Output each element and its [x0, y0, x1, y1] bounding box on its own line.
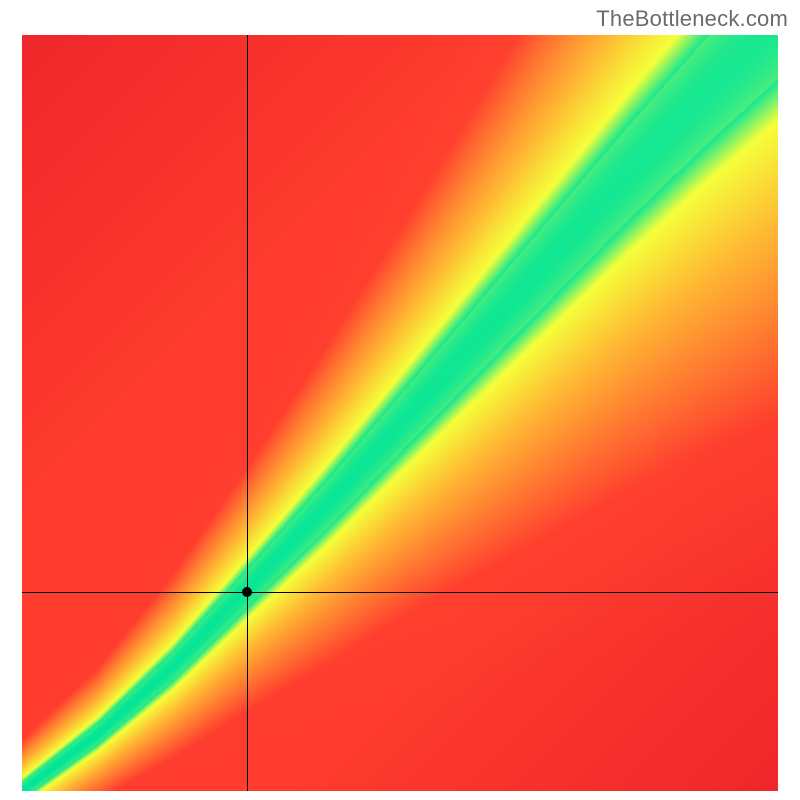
crosshair-vertical: [247, 35, 248, 791]
crosshair-horizontal: [22, 592, 778, 593]
heatmap-canvas: [22, 35, 778, 791]
heatmap-plot: [22, 35, 778, 791]
selection-marker[interactable]: [242, 587, 252, 597]
watermark: TheBottleneck.com: [596, 6, 788, 32]
